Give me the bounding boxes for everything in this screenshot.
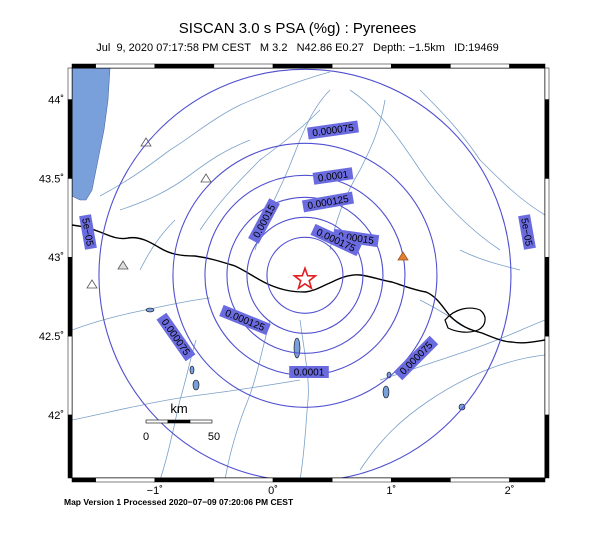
frame-segment: [67, 335, 73, 416]
frame-segment: [67, 99, 73, 179]
frame-segment: [544, 335, 550, 416]
contour-label-box: [307, 120, 359, 140]
lon-tick-label: 1˚: [386, 485, 396, 497]
contour-label-text: 5e−05: [518, 217, 534, 247]
sea-area: [72, 68, 111, 201]
frame-segment: [544, 99, 550, 179]
frame-segment: [67, 178, 73, 258]
contour-label-box: [289, 366, 329, 378]
lat-tick-label: 42.5˚: [39, 331, 64, 343]
map-frame: [67, 63, 550, 483]
epicenter-star-icon[interactable]: [292, 265, 318, 291]
station-icon[interactable]: [140, 137, 152, 147]
lat-tick-label: 44˚: [48, 95, 64, 107]
lon-tick-label: 2˚: [505, 485, 515, 497]
contour-label-box: [219, 304, 271, 336]
frame-segment: [331, 63, 392, 69]
contour-label-box: [518, 214, 536, 250]
frame-segment: [391, 63, 451, 69]
frame-segment: [213, 477, 274, 483]
border-line: [72, 224, 545, 344]
contour-label-text: 0.0001: [294, 368, 325, 379]
contour-label: 5e−05: [518, 214, 536, 250]
frame-segment: [154, 477, 215, 483]
frame-segment: [272, 477, 333, 483]
station-icon[interactable]: [200, 173, 212, 183]
contour-label-box: [312, 167, 354, 185]
contour-ring: [98, 68, 512, 478]
frame-segment: [213, 63, 274, 69]
axis-tick-labels: 42˚ 42.5˚ 43˚ 43.5˚ 44˚ −1˚ 0˚ 1˚ 2˚: [39, 95, 514, 497]
contour-ring: [246, 216, 364, 334]
frame-segment: [544, 414, 550, 479]
frame-segment: [509, 477, 546, 483]
contour-label-box: [393, 335, 439, 381]
scale-end: 50: [208, 431, 220, 443]
lat-tick-label: 42˚: [48, 410, 64, 422]
frame-segment: [450, 63, 510, 69]
contour-label: 0.0001: [289, 366, 329, 379]
contour-label: 0.0001: [312, 167, 354, 185]
map-title: SISCAN 3.0 s PSA (%g) : Pyrenees: [178, 20, 417, 37]
contour-ring: [266, 236, 344, 314]
frame-segment: [450, 477, 510, 483]
lat-tick-label: 43˚: [48, 252, 64, 264]
frame-segment: [272, 63, 333, 69]
frame-segment: [95, 63, 156, 69]
frame-segment: [331, 477, 392, 483]
contour-label-box: [248, 198, 280, 244]
frame-segment: [67, 414, 73, 479]
contour-label-box: [79, 214, 97, 250]
contour-label-text: 5e−05: [79, 217, 95, 247]
contour-ring: [172, 142, 438, 408]
lon-tick-label: −1˚: [147, 485, 163, 497]
event-info: Jul 9, 2020 07:17:58 PM CEST M 3.2 N42.8…: [96, 42, 499, 54]
frame-segment: [544, 178, 550, 258]
frame-segment: [154, 63, 215, 69]
frame-segment: [95, 477, 156, 483]
contour-label-text: 0.0001: [317, 169, 349, 184]
contour-label-box: [332, 228, 380, 248]
scale-unit: km: [170, 401, 187, 416]
frame-segment: [71, 63, 96, 69]
scale-start: 0: [143, 431, 149, 443]
frame-segment: [509, 63, 546, 69]
stations: [86, 137, 409, 289]
station-icon[interactable]: [117, 260, 129, 270]
frame-segment: [67, 256, 73, 337]
station-active-icon[interactable]: [397, 251, 409, 261]
contour-label-box: [310, 223, 362, 257]
contour-label: 5e−05: [79, 214, 97, 250]
scale-bar: km 0 50: [143, 401, 220, 443]
contour-label-box: [156, 312, 196, 362]
station-icon[interactable]: [86, 279, 98, 289]
lon-tick-label: 0˚: [268, 485, 278, 497]
lat-tick-label: 43.5˚: [39, 173, 64, 185]
frame-segment: [544, 67, 550, 100]
frame-segment: [67, 67, 73, 100]
frame-segment: [391, 477, 451, 483]
contour-label-box: [301, 191, 355, 213]
contour-ring: [226, 196, 384, 354]
frame-segment: [544, 256, 550, 337]
border-inset: [444, 307, 486, 333]
processing-footer: Map Version 1 Processed 2020−07−09 07:20…: [64, 497, 294, 507]
frame-segment: [71, 477, 96, 483]
